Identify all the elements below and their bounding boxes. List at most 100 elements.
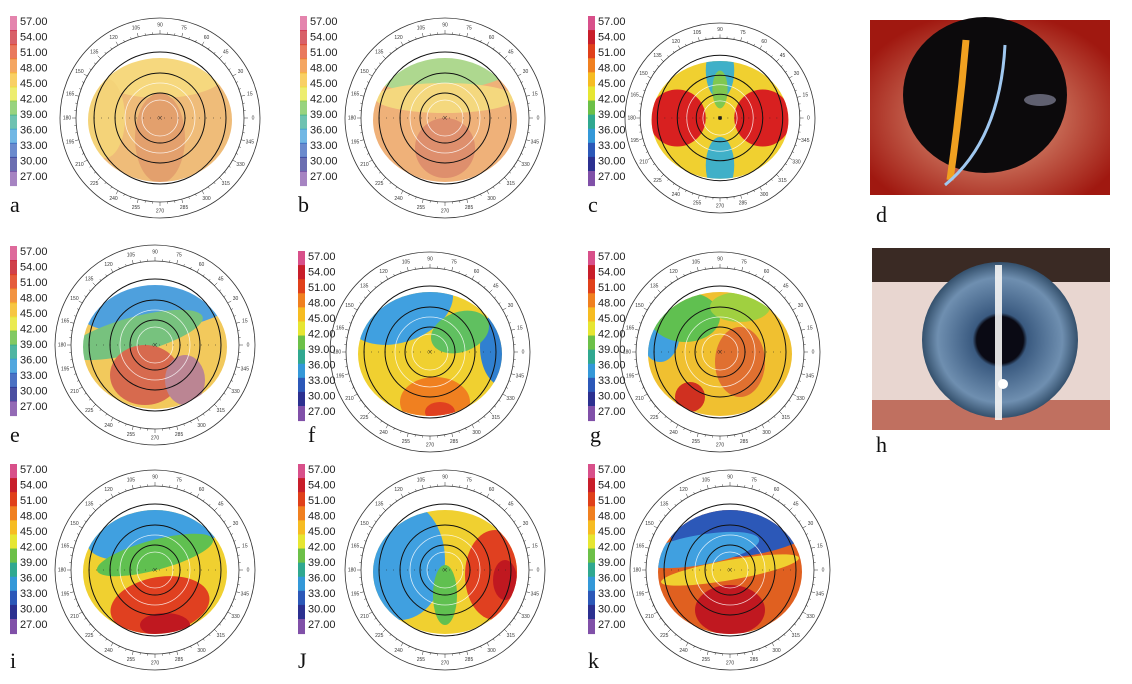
degree-tick xyxy=(752,485,753,489)
degree-tick xyxy=(177,426,178,430)
degree-tick xyxy=(494,297,496,298)
degree-tick xyxy=(741,37,742,41)
degree-tick xyxy=(77,605,79,606)
degree-tick xyxy=(749,431,750,433)
degree-tick xyxy=(386,276,388,279)
degree-tick xyxy=(70,592,74,593)
scale-swatch xyxy=(588,591,595,606)
degree-tick xyxy=(686,494,688,497)
scale-swatch xyxy=(10,478,17,493)
degree-tick xyxy=(369,526,372,528)
scale-swatch xyxy=(588,293,595,308)
degree-tick xyxy=(707,485,708,489)
degree-tick xyxy=(678,46,680,49)
angle-label: 150 xyxy=(70,521,79,527)
angle-label: 210 xyxy=(70,614,79,620)
angle-label: 300 xyxy=(197,648,206,654)
degree-tick xyxy=(401,431,402,433)
map-zone xyxy=(375,83,515,113)
angle-label: 0 xyxy=(812,349,815,355)
degree-tick xyxy=(94,63,96,64)
degree-tick xyxy=(93,629,96,632)
degree-tick xyxy=(422,33,423,37)
degree-tick xyxy=(111,269,113,272)
degree-tick xyxy=(375,166,377,167)
center-mark: × xyxy=(427,347,432,357)
degree-tick xyxy=(239,147,241,148)
degree-tick xyxy=(779,290,782,293)
angle-label: 0 xyxy=(247,342,250,348)
degree-tick xyxy=(116,191,118,194)
degree-tick xyxy=(352,316,354,317)
degree-tick xyxy=(236,367,240,368)
degree-tick xyxy=(190,646,191,648)
degree-tick xyxy=(77,309,79,310)
degree-tick xyxy=(774,286,775,288)
angle-label: 345 xyxy=(241,366,250,372)
angle-label: 330 xyxy=(521,162,530,168)
degree-tick xyxy=(678,187,680,190)
scale-label: 45.00 xyxy=(598,313,626,325)
degree-tick xyxy=(234,599,236,600)
angle-label: 270 xyxy=(426,442,435,448)
scale-swatch xyxy=(588,478,595,493)
degree-tick xyxy=(762,276,764,279)
degree-tick xyxy=(360,547,364,548)
degree-tick xyxy=(379,63,381,64)
degree-tick xyxy=(396,639,397,641)
angle-label: 150 xyxy=(75,69,84,75)
degree-tick xyxy=(214,283,217,286)
angle-label: 45 xyxy=(218,277,224,283)
angle-label: 225 xyxy=(660,633,669,639)
degree-tick xyxy=(79,387,82,389)
scale-label: 30.00 xyxy=(598,603,626,615)
angle-label: 195 xyxy=(336,373,345,379)
angle-label: 180 xyxy=(633,567,642,573)
degree-tick xyxy=(459,431,460,433)
degree-tick xyxy=(132,651,133,655)
angle-label: 75 xyxy=(466,25,472,31)
angle-label: 195 xyxy=(636,591,645,597)
degree-tick xyxy=(494,406,496,407)
degree-tick xyxy=(789,303,791,304)
scale-label: 39.00 xyxy=(308,344,336,356)
degree-tick xyxy=(509,323,511,324)
angle-label: 0 xyxy=(252,115,255,121)
scale-swatch xyxy=(298,619,305,634)
angle-label: 195 xyxy=(630,138,639,144)
angle-label: 90 xyxy=(157,22,163,28)
angle-label: 240 xyxy=(379,430,388,436)
degree-tick xyxy=(506,387,508,388)
degree-tick xyxy=(197,269,199,272)
scale-label: 39.00 xyxy=(20,339,48,351)
degree-tick xyxy=(766,51,767,53)
degree-tick xyxy=(474,489,475,491)
scale-swatch xyxy=(10,72,17,87)
degree-tick xyxy=(184,424,185,426)
angle-label: 30 xyxy=(794,71,800,77)
degree-tick xyxy=(231,380,233,381)
degree-tick xyxy=(465,428,466,430)
degree-tick xyxy=(760,46,762,49)
degree-tick xyxy=(668,508,671,511)
scale-swatch xyxy=(298,251,305,266)
scale-swatch xyxy=(588,492,595,507)
scale-label: 57.00 xyxy=(20,246,48,258)
degree-tick xyxy=(635,374,639,375)
topography-map: 57.0054.0051.0048.0045.0042.0039.0036.00… xyxy=(588,251,820,452)
angle-label: 120 xyxy=(669,269,678,275)
scale-label: 54.00 xyxy=(310,31,338,43)
topography-map: 57.0054.0051.0048.0045.0042.0039.0036.00… xyxy=(588,16,815,213)
degree-tick xyxy=(126,424,127,426)
degree-tick xyxy=(422,199,423,203)
degree-tick xyxy=(692,41,693,43)
scale-label: 33.00 xyxy=(308,375,336,387)
degree-tick xyxy=(214,404,217,407)
degree-tick xyxy=(396,500,397,502)
degree-tick xyxy=(394,428,395,430)
scale-swatch xyxy=(588,321,595,336)
angle-label: 300 xyxy=(202,196,211,202)
degree-tick xyxy=(789,508,792,511)
degree-tick xyxy=(499,504,500,506)
degree-tick xyxy=(396,48,397,50)
